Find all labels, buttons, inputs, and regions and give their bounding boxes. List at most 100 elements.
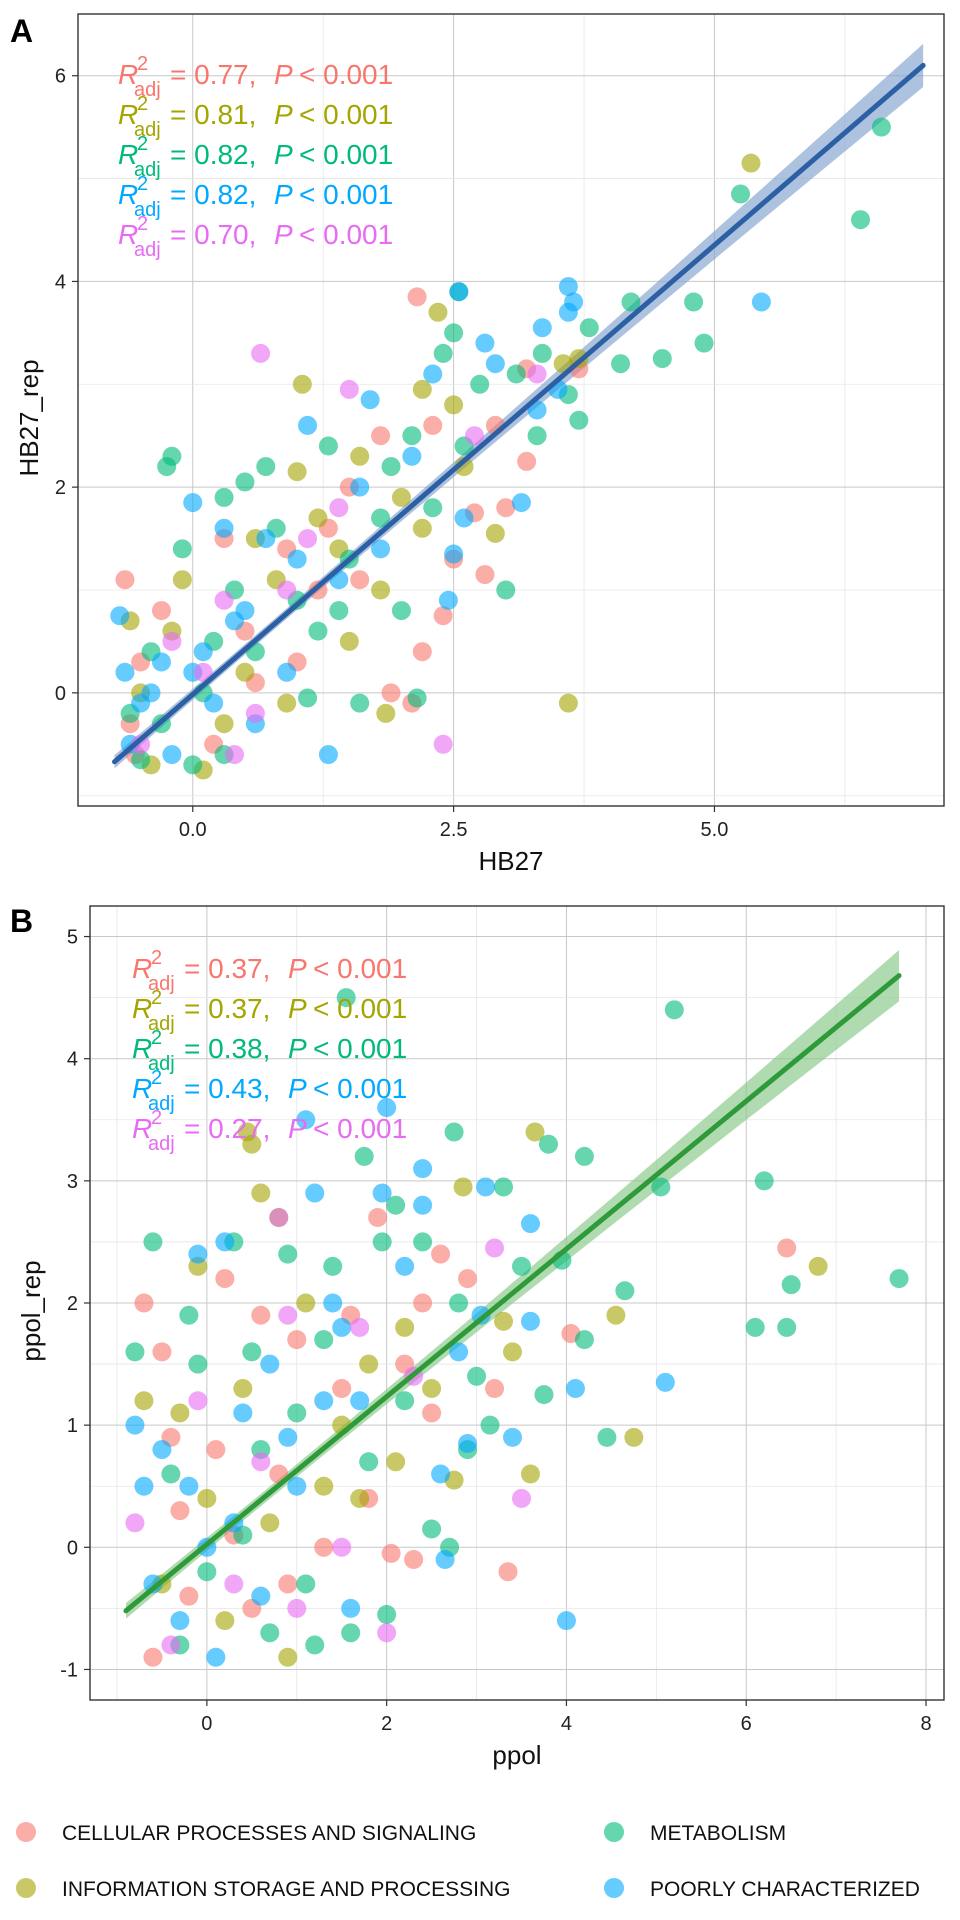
panel-a-point-poorly bbox=[193, 642, 213, 662]
panel-b-stat-p-value: < 0.001 bbox=[313, 953, 407, 984]
panel-a-point-metabolism bbox=[402, 426, 422, 446]
panel-a-stat-r: R bbox=[118, 219, 138, 250]
panel-a-point-poorly bbox=[558, 302, 578, 322]
panel-b-stat-sub: adj bbox=[148, 973, 175, 995]
panel-b-stat-value: = 0.37, bbox=[184, 993, 270, 1024]
panel-b-point-poorly bbox=[520, 1311, 540, 1331]
panel-b-y-tick-label: 4 bbox=[67, 1049, 78, 1071]
panel-a-point-poorly bbox=[423, 364, 443, 384]
panel-b-point-metabolism bbox=[314, 1330, 334, 1350]
panel-a-point-unlabeled bbox=[298, 529, 318, 549]
panel-label-a: A bbox=[10, 13, 33, 49]
panel-a-point-metabolism bbox=[470, 374, 490, 394]
legend: CELLULAR PROCESSES AND SIGNALING METABOL… bbox=[16, 1822, 920, 1901]
panel-b-point-information bbox=[233, 1379, 253, 1399]
panel-b-point-cellular bbox=[368, 1207, 388, 1227]
panel-a-point-cellular bbox=[407, 287, 427, 307]
panel-b-stat-sub: adj bbox=[148, 1053, 175, 1075]
panel-a-stat-sub: adj bbox=[134, 239, 161, 261]
panel-a-point-poorly bbox=[511, 493, 531, 513]
panel-b-y-tick-label: 2 bbox=[67, 1293, 78, 1315]
panel-b-point-metabolism bbox=[480, 1415, 500, 1435]
panel-a-point-information bbox=[292, 374, 312, 394]
panel-a-point-cellular bbox=[496, 498, 516, 518]
panel-a-point-metabolism bbox=[350, 693, 370, 713]
panel-b-fit-line bbox=[123, 973, 902, 1614]
panel-b-point-unlabeled bbox=[251, 1452, 271, 1472]
panel-b-point-poorly bbox=[143, 1574, 163, 1594]
panel-a-stat-p-value: < 0.001 bbox=[299, 139, 393, 170]
panel-b-point-cellular bbox=[134, 1293, 154, 1313]
panel-b-point-poorly bbox=[206, 1647, 226, 1667]
panel-a-point-information bbox=[485, 523, 505, 543]
panel-b-point-poorly bbox=[260, 1354, 280, 1374]
panel-a-point-cellular bbox=[517, 451, 537, 471]
panel-a-point-poorly bbox=[485, 354, 505, 374]
panel-b-point-poorly bbox=[215, 1232, 235, 1252]
panel-a-point-poorly bbox=[162, 745, 182, 765]
panel-b-x-tick-label: 2 bbox=[381, 1713, 392, 1735]
panel-a-point-poorly bbox=[141, 683, 161, 703]
panel-b-point-metabolism bbox=[278, 1244, 298, 1264]
panel-b-point-information bbox=[237, 1122, 257, 1142]
panel-b-point-cellular bbox=[498, 1562, 518, 1582]
panel-b-point-unlabeled bbox=[377, 1623, 397, 1643]
panel-a-point-metabolism bbox=[621, 292, 641, 312]
panel-a-stat-p-value: < 0.001 bbox=[299, 99, 393, 130]
panel-a-point-unlabeled bbox=[162, 631, 182, 651]
panel-b-point-cellular bbox=[332, 1379, 352, 1399]
panel-b-point-information bbox=[422, 1379, 442, 1399]
panel-a-point-metabolism bbox=[298, 688, 318, 708]
panel-a-stat-r: R bbox=[118, 139, 138, 170]
panel-a-stat-p-symbol: P bbox=[274, 59, 293, 90]
panel-b-point-poorly bbox=[341, 1598, 361, 1618]
panel-a-point-metabolism bbox=[527, 426, 547, 446]
panel-a-point-cellular bbox=[115, 570, 135, 590]
panel-a-stat-value: = 0.70, bbox=[170, 219, 256, 250]
panel-b-point-cellular bbox=[431, 1244, 451, 1264]
panel-a-stat-value: = 0.81, bbox=[170, 99, 256, 130]
panel-b-point-poorly bbox=[152, 1440, 172, 1460]
panel-a-point-poorly bbox=[110, 606, 130, 626]
panel-b-point-poorly bbox=[179, 1476, 199, 1496]
panel-b-y-tick-label: 5 bbox=[67, 927, 78, 949]
panel-b-point-cellular bbox=[485, 1379, 505, 1399]
panel-b-point-cellular bbox=[404, 1550, 424, 1570]
panel-b-point-cellular bbox=[170, 1501, 190, 1521]
panel-a-point-poorly bbox=[360, 390, 380, 410]
panel-a-point-poorly bbox=[298, 415, 318, 435]
panel-a-point-metabolism bbox=[391, 601, 411, 621]
panel-b-point-information bbox=[494, 1311, 514, 1331]
panel-a-stat-value: = 0.82, bbox=[170, 139, 256, 170]
panel-a-point-information bbox=[214, 714, 234, 734]
panel-a-point-metabolism bbox=[381, 457, 401, 477]
panel-a-point-metabolism bbox=[423, 498, 443, 518]
panel-b-stat-p-value: < 0.001 bbox=[313, 1113, 407, 1144]
panel-b-point-information bbox=[215, 1611, 235, 1631]
panel-b-point-poorly bbox=[377, 1098, 397, 1118]
panel-a-point-cellular bbox=[475, 565, 495, 585]
panel-a-point-unlabeled bbox=[131, 734, 151, 754]
panel-a-point-metabolism bbox=[433, 343, 453, 363]
panel-a-point-metabolism bbox=[694, 333, 714, 353]
panel-b-point-information bbox=[296, 1293, 316, 1313]
panel-a-point-poorly bbox=[151, 652, 171, 672]
panel-b-point-poorly bbox=[332, 1317, 352, 1337]
panel-b-point-information bbox=[453, 1177, 473, 1197]
panel-a-point-metabolism bbox=[851, 210, 871, 230]
panel-b-stat-p-symbol: P bbox=[288, 993, 307, 1024]
panel-a-frame bbox=[77, 13, 945, 807]
panel-b-x-tick-label: 0 bbox=[201, 1713, 212, 1735]
panel-b-point-metabolism bbox=[422, 1519, 442, 1539]
panel-b-stat-p-value: < 0.001 bbox=[313, 1073, 407, 1104]
legend-label-metabolism: METABOLISM bbox=[650, 1822, 786, 1845]
panel-a-stat-value: = 0.82, bbox=[170, 179, 256, 210]
panel-b-point-poorly bbox=[395, 1256, 415, 1276]
panel-a-point-unlabeled bbox=[464, 426, 484, 446]
panel-b-point-information bbox=[260, 1513, 280, 1533]
panel-b-point-poorly bbox=[296, 1110, 316, 1130]
